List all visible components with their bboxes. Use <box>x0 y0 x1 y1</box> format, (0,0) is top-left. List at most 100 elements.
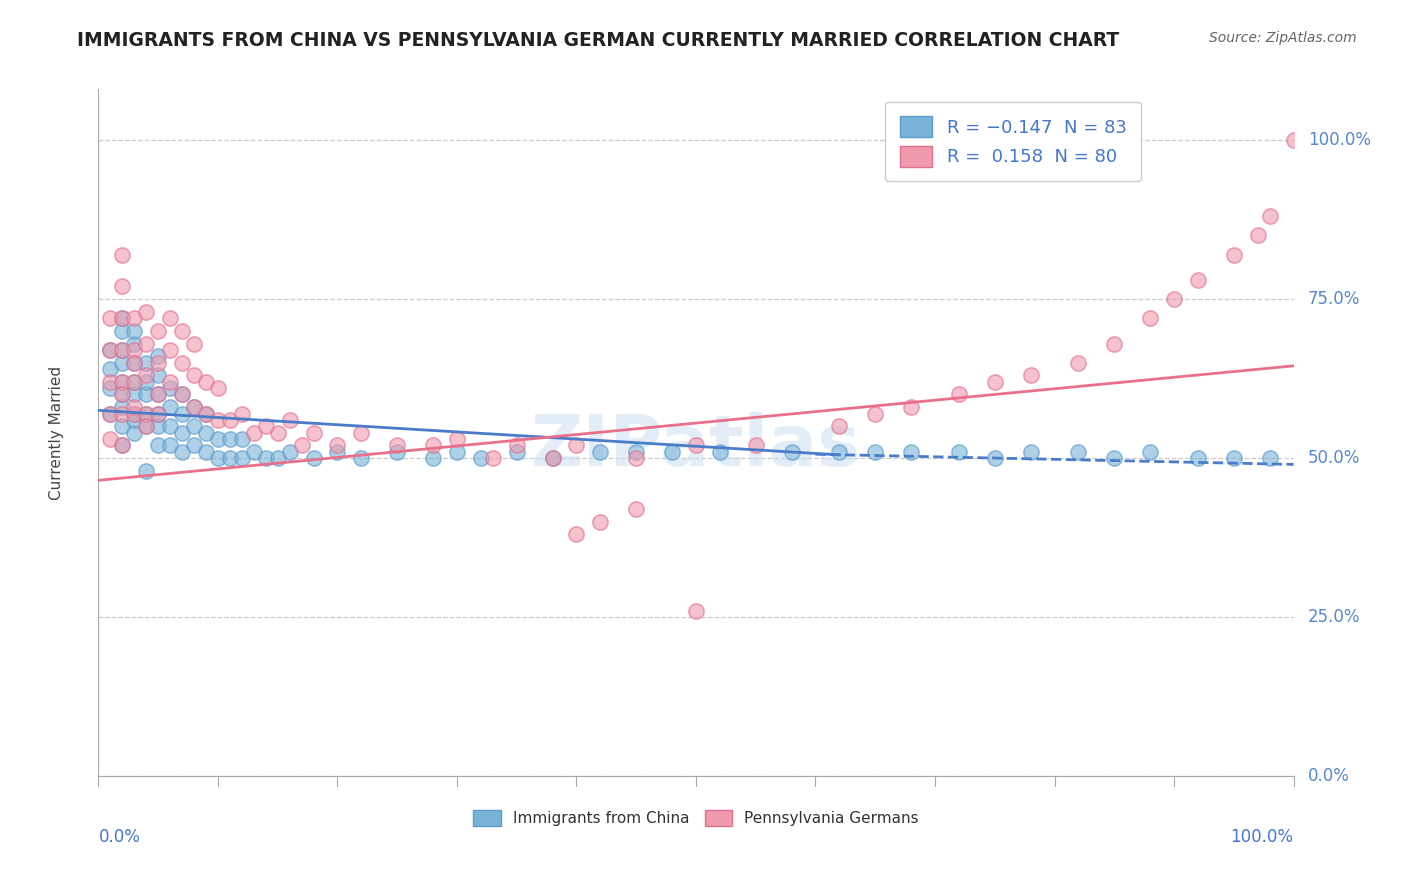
Point <box>183 400 205 414</box>
Point <box>780 444 803 458</box>
Point <box>172 356 194 370</box>
Point <box>685 604 707 618</box>
Point <box>828 419 851 434</box>
Text: Source: ZipAtlas.com: Source: ZipAtlas.com <box>1209 31 1357 45</box>
Point <box>124 336 146 351</box>
Text: 0.0%: 0.0% <box>98 828 141 846</box>
Point <box>1258 210 1281 224</box>
Point <box>219 432 242 446</box>
Point <box>135 464 157 478</box>
Legend: Immigrants from China, Pennsylvania Germans: Immigrants from China, Pennsylvania Germ… <box>465 803 927 834</box>
Point <box>207 432 229 446</box>
Point <box>148 368 170 383</box>
Point <box>1019 444 1042 458</box>
Point <box>541 451 564 466</box>
Point <box>148 324 170 338</box>
Text: ZIPatlas: ZIPatlas <box>531 412 860 481</box>
Point <box>865 407 887 421</box>
Point <box>111 279 134 293</box>
Point <box>183 400 205 414</box>
Point <box>1163 292 1185 306</box>
Point <box>124 387 146 401</box>
Point <box>111 387 134 401</box>
Point <box>148 387 170 401</box>
Point <box>159 375 181 389</box>
Text: 50.0%: 50.0% <box>1308 449 1360 467</box>
Point <box>148 387 170 401</box>
Point <box>1223 451 1246 466</box>
Point <box>98 381 122 395</box>
Point <box>111 375 134 389</box>
Point <box>291 438 314 452</box>
Point <box>135 419 157 434</box>
Point <box>135 407 157 421</box>
Point <box>278 413 301 427</box>
Point <box>207 381 229 395</box>
Point <box>446 444 468 458</box>
Point <box>267 451 290 466</box>
Point <box>124 343 146 357</box>
Point <box>231 432 253 446</box>
Point <box>111 375 134 389</box>
Point <box>124 356 146 370</box>
Point <box>1282 133 1305 147</box>
Point <box>135 336 157 351</box>
Point <box>98 311 122 326</box>
Point <box>111 438 134 452</box>
Point <box>1247 228 1270 243</box>
Point <box>589 515 612 529</box>
Point <box>446 432 468 446</box>
Point <box>1258 451 1281 466</box>
Point <box>231 451 253 466</box>
Point <box>984 375 1007 389</box>
Point <box>1223 247 1246 261</box>
Point <box>1104 451 1126 466</box>
Text: Currently Married: Currently Married <box>49 366 65 500</box>
Point <box>124 407 146 421</box>
Point <box>195 407 218 421</box>
Point <box>541 451 564 466</box>
Point <box>207 451 229 466</box>
Point <box>111 324 134 338</box>
Point <box>195 407 218 421</box>
Point <box>948 444 970 458</box>
Point <box>135 375 157 389</box>
Point <box>231 407 253 421</box>
Point <box>98 407 122 421</box>
Point <box>159 400 181 414</box>
Point <box>148 356 170 370</box>
Point <box>219 413 242 427</box>
Point <box>172 324 194 338</box>
Point <box>984 451 1007 466</box>
Point <box>589 444 612 458</box>
Point <box>111 311 134 326</box>
Point <box>111 356 134 370</box>
Point <box>326 444 349 458</box>
Point <box>243 425 266 440</box>
Point <box>159 438 181 452</box>
Point <box>709 444 731 458</box>
Point <box>385 438 409 452</box>
Point <box>98 362 122 376</box>
Point <box>183 419 205 434</box>
Point <box>1139 444 1161 458</box>
Point <box>111 400 134 414</box>
Point <box>98 407 122 421</box>
Point <box>172 387 194 401</box>
Point <box>148 438 170 452</box>
Text: 100.0%: 100.0% <box>1230 828 1294 846</box>
Point <box>565 438 588 452</box>
Point <box>350 425 373 440</box>
Point <box>135 368 157 383</box>
Point <box>183 336 205 351</box>
Point <box>481 451 505 466</box>
Point <box>124 375 146 389</box>
Point <box>159 419 181 434</box>
Point <box>111 343 134 357</box>
Text: 100.0%: 100.0% <box>1308 131 1371 149</box>
Text: IMMIGRANTS FROM CHINA VS PENNSYLVANIA GERMAN CURRENTLY MARRIED CORRELATION CHART: IMMIGRANTS FROM CHINA VS PENNSYLVANIA GE… <box>77 31 1119 50</box>
Point <box>159 311 181 326</box>
Point <box>195 425 218 440</box>
Point <box>900 444 922 458</box>
Text: 25.0%: 25.0% <box>1308 608 1361 626</box>
